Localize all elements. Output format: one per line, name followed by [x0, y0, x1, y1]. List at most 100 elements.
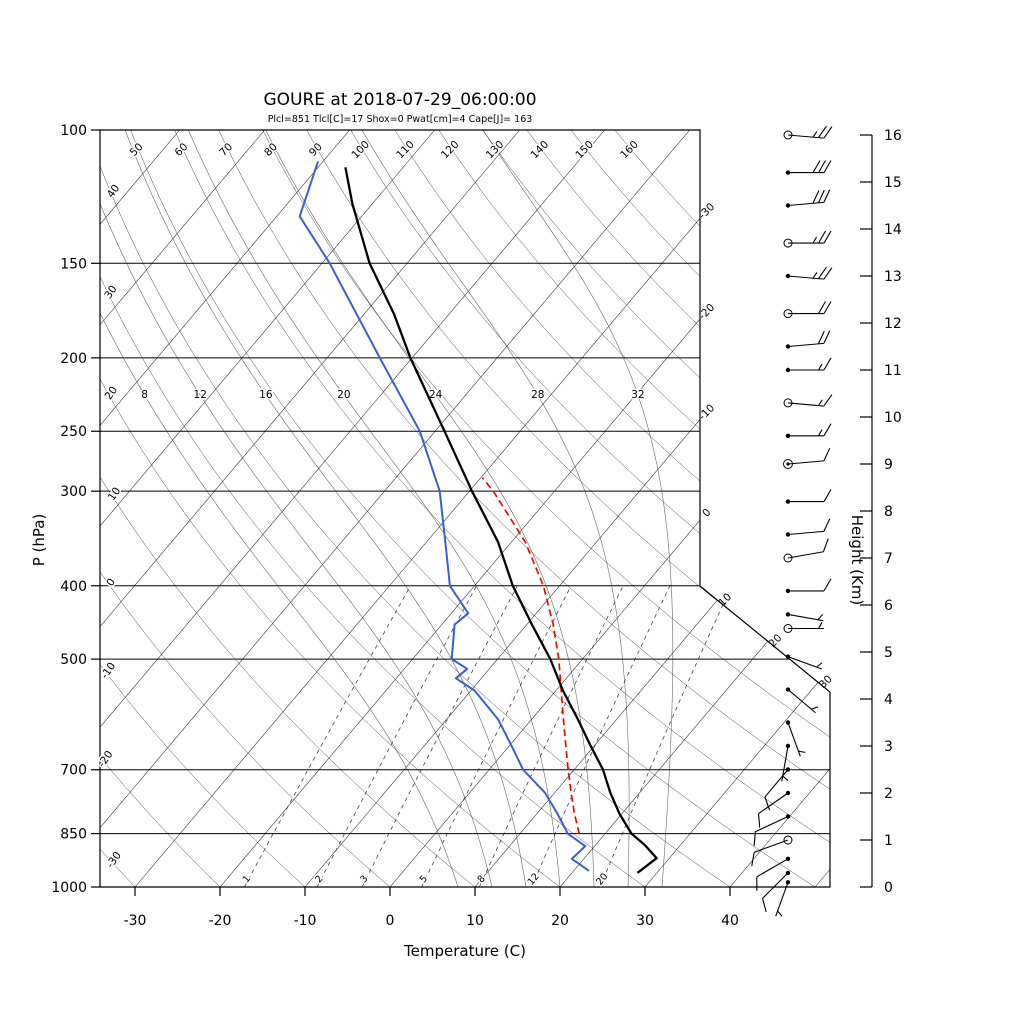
- plot-frame: [99, 129, 831, 888]
- moist-adiabat-lines: [100, 130, 674, 887]
- height-tick-label: 0: [884, 880, 893, 896]
- wind-barb: [764, 767, 791, 811]
- dry-adiabat-label: 20: [103, 384, 121, 402]
- mixing-ratio-label: 1: [241, 874, 253, 886]
- wind-barb: [785, 266, 833, 280]
- wind-barb: [785, 160, 832, 175]
- height-tick-label: 11: [884, 363, 902, 379]
- mixing-ratio-lines: [244, 585, 732, 887]
- moist-adiabat-label: 20: [337, 389, 350, 401]
- dry-adiabat-label: 40: [105, 182, 123, 200]
- pressure-axis-label: P (hPa): [30, 514, 48, 567]
- dry-adiabat-label: 160: [618, 139, 641, 162]
- height-tick-label: 3: [884, 739, 893, 755]
- chart-subtitle: Plcl=851 Tlcl[C]=17 Shox=0 Pwat[cm]=4 Ca…: [268, 114, 533, 125]
- wind-barb-column: [751, 125, 833, 917]
- wind-barb: [785, 423, 832, 438]
- wind-barb: [785, 612, 824, 622]
- dry-adiabat-label: -30: [104, 850, 124, 871]
- temperature-tick-label: -10: [294, 913, 317, 929]
- isotherm-label: 0: [700, 506, 713, 519]
- pressure-tick-label: 100: [60, 123, 87, 139]
- mixing-ratio-label: 12: [526, 871, 542, 887]
- mixing-ratio-label: 5: [418, 874, 430, 886]
- height-tick-label: 10: [884, 410, 902, 426]
- isotherm-label: 30: [817, 673, 835, 691]
- height-tick-label: 1: [884, 833, 893, 849]
- wind-barb: [751, 835, 793, 867]
- height-tick-label: 2: [884, 786, 893, 802]
- moist-adiabat-label: 12: [194, 389, 207, 401]
- moist-adiabat-label: 16: [259, 389, 273, 401]
- pressure-tick-label: 500: [60, 652, 87, 668]
- height-tick-label: 14: [884, 222, 902, 238]
- temperature-tick-label: 30: [636, 913, 654, 929]
- pressure-tick-label: 300: [60, 484, 87, 500]
- temperature-axis-label: Temperature (C): [403, 942, 526, 960]
- height-tick-label: 16: [884, 128, 902, 144]
- moist-adiabat-label: 8: [141, 389, 148, 401]
- wind-barb: [785, 357, 832, 373]
- height-tick-label: 6: [884, 598, 893, 614]
- dry-adiabat-label: 30: [102, 283, 120, 301]
- temperature-tick-label: 40: [721, 913, 739, 929]
- height-tick-label: 8: [884, 504, 893, 520]
- dewpoint-curve: [298, 160, 590, 872]
- wind-barb: [753, 814, 791, 846]
- temperature-tick-label: 10: [466, 913, 484, 929]
- temperature-tick-label: 0: [386, 913, 395, 929]
- height-tick-label: 15: [884, 175, 902, 191]
- temperature-tick-label: -20: [209, 913, 232, 929]
- dry-adiabat-label: 150: [573, 139, 596, 162]
- wind-barb: [785, 654, 823, 670]
- dry-adiabat-label: 10: [106, 485, 124, 503]
- height-tick-label: 4: [884, 692, 893, 708]
- pressure-tick-label: 850: [60, 827, 87, 843]
- wind-barb: [785, 189, 831, 208]
- pressure-tick-label: 700: [60, 763, 87, 779]
- dry-adiabat-label: 60: [172, 141, 190, 159]
- wind-barb: [785, 489, 832, 504]
- wind-barb: [785, 687, 819, 714]
- isotherm-label: 10: [716, 591, 734, 609]
- dry-adiabat-label: 90: [307, 141, 325, 159]
- wind-barb: [757, 790, 791, 828]
- isotherm-label: 20: [767, 632, 785, 650]
- wind-barb: [756, 856, 791, 891]
- height-tick-label: 12: [884, 316, 902, 332]
- mixing-ratio-label: 3: [358, 874, 370, 886]
- wind-barb: [783, 125, 833, 140]
- mixing-ratio-label: 8: [475, 874, 487, 886]
- wind-barb: [785, 518, 831, 537]
- pressure-tick-label: 400: [60, 579, 87, 595]
- isotherm-gridlines: [100, 130, 830, 887]
- dry-adiabat-label: -10: [99, 660, 119, 681]
- wind-barb: [775, 880, 791, 917]
- wind-barb: [783, 447, 831, 469]
- pressure-tick-label: 200: [60, 351, 87, 367]
- wind-barb: [783, 622, 824, 633]
- dry-adiabat-label: 70: [217, 141, 235, 159]
- wind-barb: [783, 230, 832, 248]
- moist-adiabat-label: 24: [429, 389, 443, 401]
- height-tick-label: 7: [884, 551, 893, 567]
- height-tick-label: 13: [884, 269, 902, 285]
- dry-adiabat-label: 0: [104, 576, 118, 588]
- dry-adiabat-label: 120: [439, 139, 462, 162]
- wind-barb: [783, 394, 833, 408]
- height-axis-label: Height (Km): [848, 515, 866, 606]
- mixing-ratio-label: 2: [313, 874, 325, 886]
- height-tick-label: 9: [884, 457, 893, 473]
- wind-barb: [783, 538, 829, 563]
- parcel-path-curve: [481, 477, 581, 835]
- chart-title: GOURE at 2018-07-29_06:00:00: [263, 90, 536, 110]
- moist-adiabat-label: 32: [631, 389, 644, 401]
- wind-barb: [783, 301, 832, 319]
- dry-adiabat-label: 110: [394, 139, 417, 162]
- wind-barb: [762, 870, 791, 913]
